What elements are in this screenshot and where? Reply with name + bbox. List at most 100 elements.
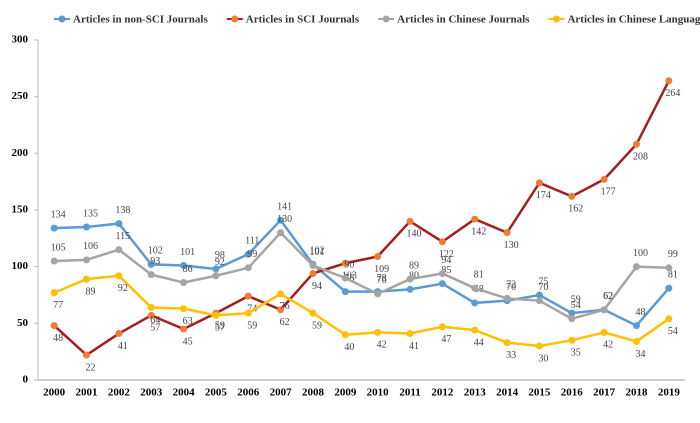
data-label: 141 xyxy=(277,201,292,212)
data-label: 93 xyxy=(150,256,160,267)
data-label: 74 xyxy=(247,303,257,314)
data-label: 102 xyxy=(309,246,324,257)
data-label: 174 xyxy=(536,190,551,201)
data-label: 134 xyxy=(51,209,66,220)
data-label: 41 xyxy=(118,341,128,352)
data-label: 99 xyxy=(247,249,257,260)
y-tick-label: 150 xyxy=(12,204,29,216)
x-tick-label: 2000 xyxy=(43,387,66,399)
data-label: 59 xyxy=(247,320,257,331)
x-tick-label: 2017 xyxy=(593,387,616,399)
data-point xyxy=(471,284,479,292)
x-tick-label: 2008 xyxy=(302,387,325,399)
data-label: 208 xyxy=(633,152,648,163)
x-tick-label: 2001 xyxy=(76,387,98,399)
data-point xyxy=(83,223,91,231)
data-point xyxy=(277,306,285,314)
x-tick-label: 2009 xyxy=(334,387,357,399)
data-point xyxy=(212,265,220,273)
data-label: 94 xyxy=(312,281,322,292)
x-tick-label: 2005 xyxy=(205,387,228,399)
data-point xyxy=(341,259,349,267)
x-tick-label: 2003 xyxy=(140,387,163,399)
data-label: 59 xyxy=(571,294,581,305)
data-label: 101 xyxy=(180,247,195,258)
data-label: 72 xyxy=(506,280,516,291)
x-tick-label: 2010 xyxy=(367,387,390,399)
data-point xyxy=(600,306,608,314)
data-point xyxy=(115,246,123,254)
data-point xyxy=(83,351,91,359)
x-tick-label: 2002 xyxy=(108,387,131,399)
data-point xyxy=(665,77,673,85)
data-point xyxy=(115,272,123,280)
data-point xyxy=(568,315,576,323)
data-label: 34 xyxy=(635,349,645,360)
data-point xyxy=(503,339,511,347)
data-label: 142 xyxy=(471,226,486,237)
legend-label: Articles in Chinese Language xyxy=(567,14,700,26)
series-line xyxy=(53,80,670,357)
data-point xyxy=(568,336,576,344)
y-tick-label: 250 xyxy=(12,90,29,102)
data-label: 105 xyxy=(51,242,66,253)
data-label: 62 xyxy=(603,291,613,302)
data-point xyxy=(406,217,414,225)
data-label: 81 xyxy=(474,269,484,280)
data-label: 90 xyxy=(344,259,354,270)
data-label: 177 xyxy=(601,187,616,198)
data-point xyxy=(471,326,479,334)
data-label: 22 xyxy=(86,362,96,373)
series-line xyxy=(53,274,670,348)
data-point xyxy=(438,238,446,246)
data-label: 57 xyxy=(150,323,160,334)
legend-marker xyxy=(58,15,66,23)
data-label: 42 xyxy=(377,340,387,351)
data-label: 44 xyxy=(474,337,484,348)
data-label: 86 xyxy=(183,264,193,275)
data-point xyxy=(665,315,673,323)
data-label: 85 xyxy=(441,265,451,276)
legend-marker xyxy=(552,15,560,23)
data-label: 76 xyxy=(377,275,387,286)
data-point xyxy=(212,272,220,280)
y-tick-label: 0 xyxy=(23,374,29,386)
data-point xyxy=(309,262,317,270)
legend-label: Articles in Chinese Journals xyxy=(397,14,530,26)
x-tick-label: 2007 xyxy=(270,387,293,399)
x-tick-label: 2004 xyxy=(173,387,196,399)
data-label: 106 xyxy=(83,241,98,252)
data-label: 89 xyxy=(409,260,419,271)
legend-marker xyxy=(231,15,239,23)
data-point xyxy=(180,325,188,333)
data-label: 101 xyxy=(309,247,324,258)
data-label: 62 xyxy=(603,291,613,302)
data-point xyxy=(277,290,285,298)
data-label: 81 xyxy=(668,269,678,280)
data-point xyxy=(374,290,382,298)
y-tick-label: 50 xyxy=(17,317,29,329)
data-label: 42 xyxy=(603,340,613,351)
y-tick-label: 200 xyxy=(12,147,29,159)
data-point xyxy=(244,264,252,272)
data-point xyxy=(147,311,155,319)
data-label: 140 xyxy=(407,229,422,240)
data-point xyxy=(50,257,58,265)
data-label: 30 xyxy=(538,353,548,364)
data-label: 59 xyxy=(312,320,322,331)
data-point xyxy=(471,215,479,223)
data-point xyxy=(665,264,673,272)
x-tick-label: 2013 xyxy=(464,387,487,399)
data-point xyxy=(535,291,543,299)
data-label: 122 xyxy=(439,249,454,260)
data-point xyxy=(147,271,155,279)
x-tick-label: 2011 xyxy=(399,387,420,399)
data-point xyxy=(147,303,155,311)
data-point xyxy=(568,192,576,200)
data-label: 162 xyxy=(568,204,583,215)
data-point xyxy=(180,279,188,287)
x-tick-label: 2006 xyxy=(237,387,260,399)
x-tick-label: 2015 xyxy=(528,387,551,399)
data-label: 78 xyxy=(377,273,387,284)
data-point xyxy=(244,250,252,258)
